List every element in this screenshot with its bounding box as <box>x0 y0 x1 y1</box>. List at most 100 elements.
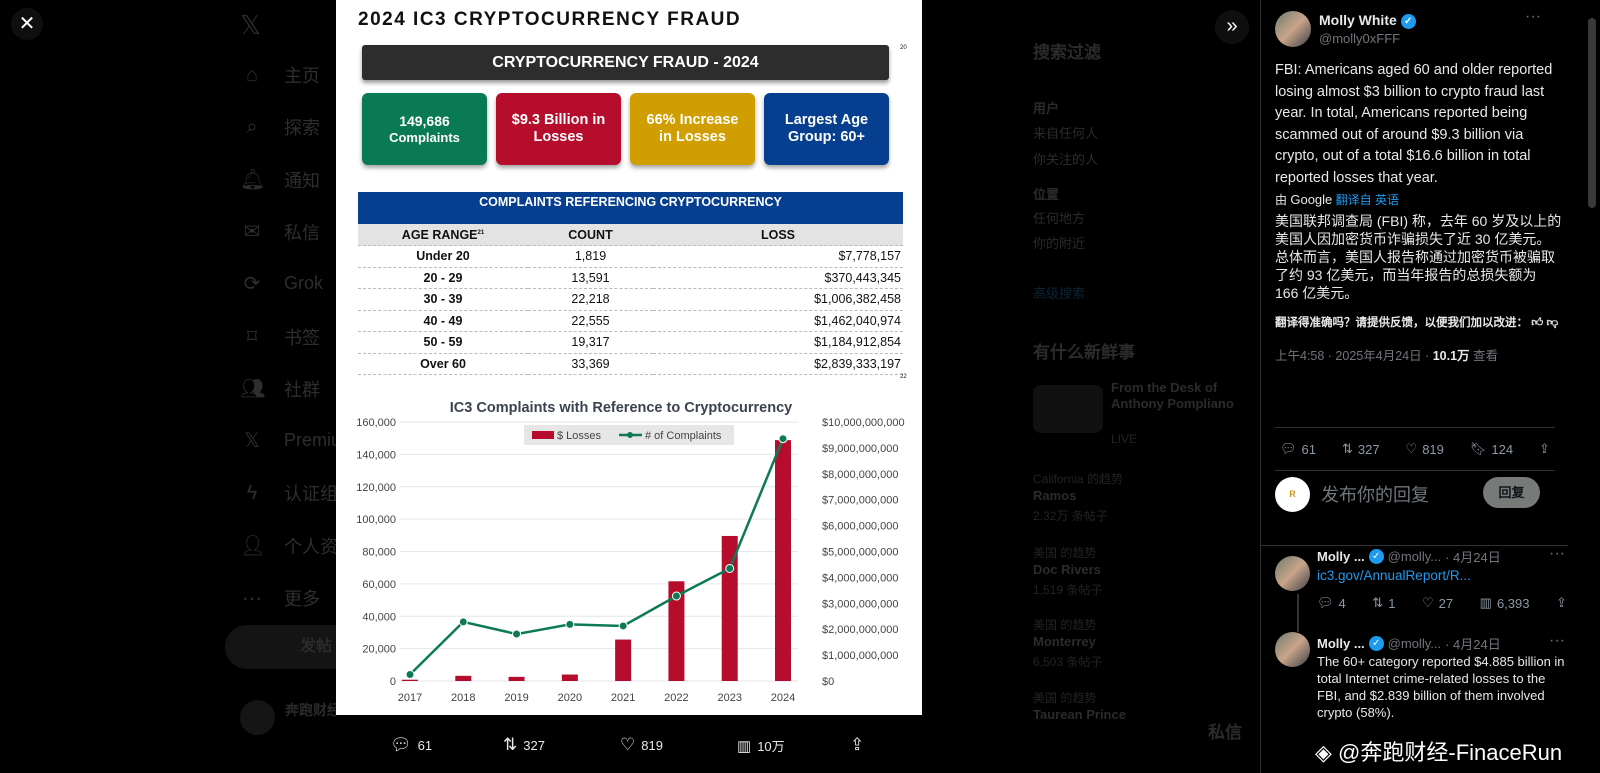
views-button[interactable]: ▥ 6,393 <box>1479 595 1530 611</box>
repost-icon: ⇅ <box>1341 441 1353 456</box>
author-name[interactable]: Molly White <box>1319 12 1397 28</box>
viewer-share-button[interactable]: ⇪ <box>850 735 864 755</box>
tile-line: 66% Increase <box>646 111 739 128</box>
tweet-body: FBI: Americans aged 60 and older reporte… <box>1275 60 1563 364</box>
avatar[interactable] <box>1275 11 1311 47</box>
more-options-icon[interactable]: ··· <box>1549 632 1565 649</box>
left-axis-tick: 100,000 <box>356 514 396 526</box>
age-range-cell: 40 - 49 <box>358 310 528 332</box>
count-cell: 13,591 <box>528 267 653 289</box>
banner: CRYPTOCURRENCY FRAUD - 2024 <box>362 45 889 80</box>
scrollbar[interactable] <box>1588 18 1596 208</box>
reply-avatar[interactable] <box>1275 632 1310 667</box>
trend-context: 美国 的趋势 <box>1033 618 1097 632</box>
bookmark-icon: ⌑ <box>246 326 258 348</box>
sidebar-item: ⟳ Grok <box>240 271 323 296</box>
right-axis-tick: $5,000,000,000 <box>822 547 898 559</box>
chart-title: IC3 Complaints with Reference to Cryptoc… <box>450 400 792 416</box>
mail-icon: ✉ <box>243 221 261 244</box>
tile-line: Group: 60+ <box>788 129 865 145</box>
like-button[interactable]: ♡ 819 <box>1405 441 1444 457</box>
tile-line: $9.3 Billion in <box>511 111 606 128</box>
count-cell: 22,555 <box>528 310 653 332</box>
table-row: 20 - 29 13,591 $370,443,345 <box>358 267 903 289</box>
repost-button[interactable]: ⇅ 327 <box>1341 441 1380 457</box>
tile-complaints: 149,686 Complaints <box>362 93 487 165</box>
right-axis-tick: $10,000,000,000 <box>822 417 905 429</box>
reply-author-handle[interactable]: @molly... <box>1387 636 1442 651</box>
table-row: Over 60 33,369 $2,839,333,197 <box>358 353 903 375</box>
trend-context: 美国 的趋势 <box>1033 691 1097 705</box>
bookmark-button[interactable]: 🔖︎ 124 <box>1469 441 1514 457</box>
more-options-icon[interactable]: ··· <box>1525 8 1541 25</box>
tile-line: Complaints <box>389 129 460 145</box>
reply-author-name[interactable]: Molly ... <box>1317 636 1365 651</box>
reply-count: 61 <box>417 737 433 753</box>
more-options-icon[interactable]: ··· <box>1549 545 1565 562</box>
trend-name: Doc Rivers <box>1033 562 1101 577</box>
complaints-point <box>671 591 681 601</box>
author-handle[interactable]: @molly0xFFF <box>1319 31 1401 46</box>
ic3-report-link[interactable]: ic3.gov/AnnualReport/R... <box>1317 568 1471 583</box>
share-button[interactable]: ⇪ <box>1539 441 1550 457</box>
share-icon: ⇪ <box>1539 441 1550 456</box>
google-logo: Google <box>1290 191 1333 207</box>
repost-count: 327 <box>523 737 545 753</box>
loss-bar <box>668 581 685 681</box>
x-axis-tick: 2018 <box>451 692 475 704</box>
complaints-point <box>725 563 735 573</box>
reply-input[interactable]: 发布你的回复 <box>1321 485 1429 505</box>
sidebar-item: ⌑ 书签 <box>240 324 320 350</box>
bell-icon: 🔔︎ <box>240 169 266 192</box>
post-button: 发帖 <box>225 625 336 669</box>
close-viewer-button[interactable]: ✕ <box>11 8 43 40</box>
reply-author-name[interactable]: Molly ... <box>1317 549 1365 564</box>
right-axis-tick: $6,000,000,000 <box>822 521 898 533</box>
age-range-cell: 50 - 59 <box>358 331 528 354</box>
translated-by-label: 由 <box>1275 192 1288 207</box>
x-axis-tick: 2021 <box>611 692 635 704</box>
viewer-views-button[interactable]: ▥ 10万 <box>737 736 785 755</box>
infographic-title: 2024 IC3 CRYPTOCURRENCY FRAUD <box>358 9 742 30</box>
table-row: 50 - 59 19,317 $1,184,912,854 <box>358 331 903 354</box>
image-viewer: 2024 IC3 CRYPTOCURRENCY FRAUD CRYPTOCURR… <box>336 0 922 715</box>
expand-panel-button[interactable]: » <box>1215 10 1249 44</box>
reply-button[interactable]: 💬︎ 61 <box>1280 441 1316 457</box>
table-title: COMPLAINTS REFERENCING CRYPTOCURRENCY <box>358 192 903 224</box>
trend-name: Taurean Prince <box>1033 707 1126 722</box>
reply-submit-button[interactable]: 回复 <box>1483 477 1540 508</box>
loss-bar <box>615 639 632 681</box>
viewer-repost-button[interactable]: ⇅ 327 <box>503 735 545 755</box>
translated-from-link[interactable]: 翻译自 英语 <box>1335 192 1399 207</box>
reply-button[interactable]: 💬︎ 4 <box>1317 595 1346 611</box>
messages-label: 私信 <box>1208 723 1242 742</box>
complaints-point <box>405 670 415 680</box>
sidebar-item-label: 主页 <box>284 66 320 86</box>
reply-date[interactable]: · 4月24日 <box>1445 637 1501 652</box>
thumbs-up-icon[interactable]: 👍︎ <box>1531 316 1544 329</box>
trend-context: California 的趋势 <box>1033 472 1124 486</box>
loss-bar <box>775 440 791 681</box>
sidebar-item: ϟ 认证组织 <box>240 480 336 506</box>
tweet-timestamp: 上午4:58 · 2025年4月24日 · 10.1万 查看 <box>1275 348 1499 363</box>
loss-bar <box>561 674 578 681</box>
account-avatar <box>240 700 275 735</box>
thumbs-down-icon[interactable]: 👎︎ <box>1546 316 1559 329</box>
reply-avatar[interactable] <box>1275 556 1310 591</box>
reply-date[interactable]: · 4月24日 <box>1445 550 1501 565</box>
viewer-like-button[interactable]: ♡ 819 <box>620 735 663 755</box>
viewer-reply-button[interactable]: 💬︎ 61 <box>390 735 432 755</box>
trend-count: 6,503 条帖子 <box>1033 655 1103 669</box>
like-button[interactable]: ♡ 27 <box>1421 595 1454 611</box>
my-avatar: R <box>1275 477 1310 512</box>
loss-cell: $1,006,382,458 <box>653 288 903 311</box>
repost-button[interactable]: ⇅ 1 <box>1372 595 1396 611</box>
sidebar-item: 𝕏 Premium <box>240 428 336 453</box>
tile-line: Largest Age <box>784 111 869 128</box>
lightning-icon: ϟ <box>246 481 258 504</box>
reply-author-handle[interactable]: @molly... <box>1387 549 1442 564</box>
location-option: 你的附近 <box>1033 236 1086 251</box>
share-button[interactable]: ⇪ <box>1556 595 1567 610</box>
complaints-point <box>565 619 575 629</box>
verified-badge-icon: ✓ <box>1368 636 1384 651</box>
